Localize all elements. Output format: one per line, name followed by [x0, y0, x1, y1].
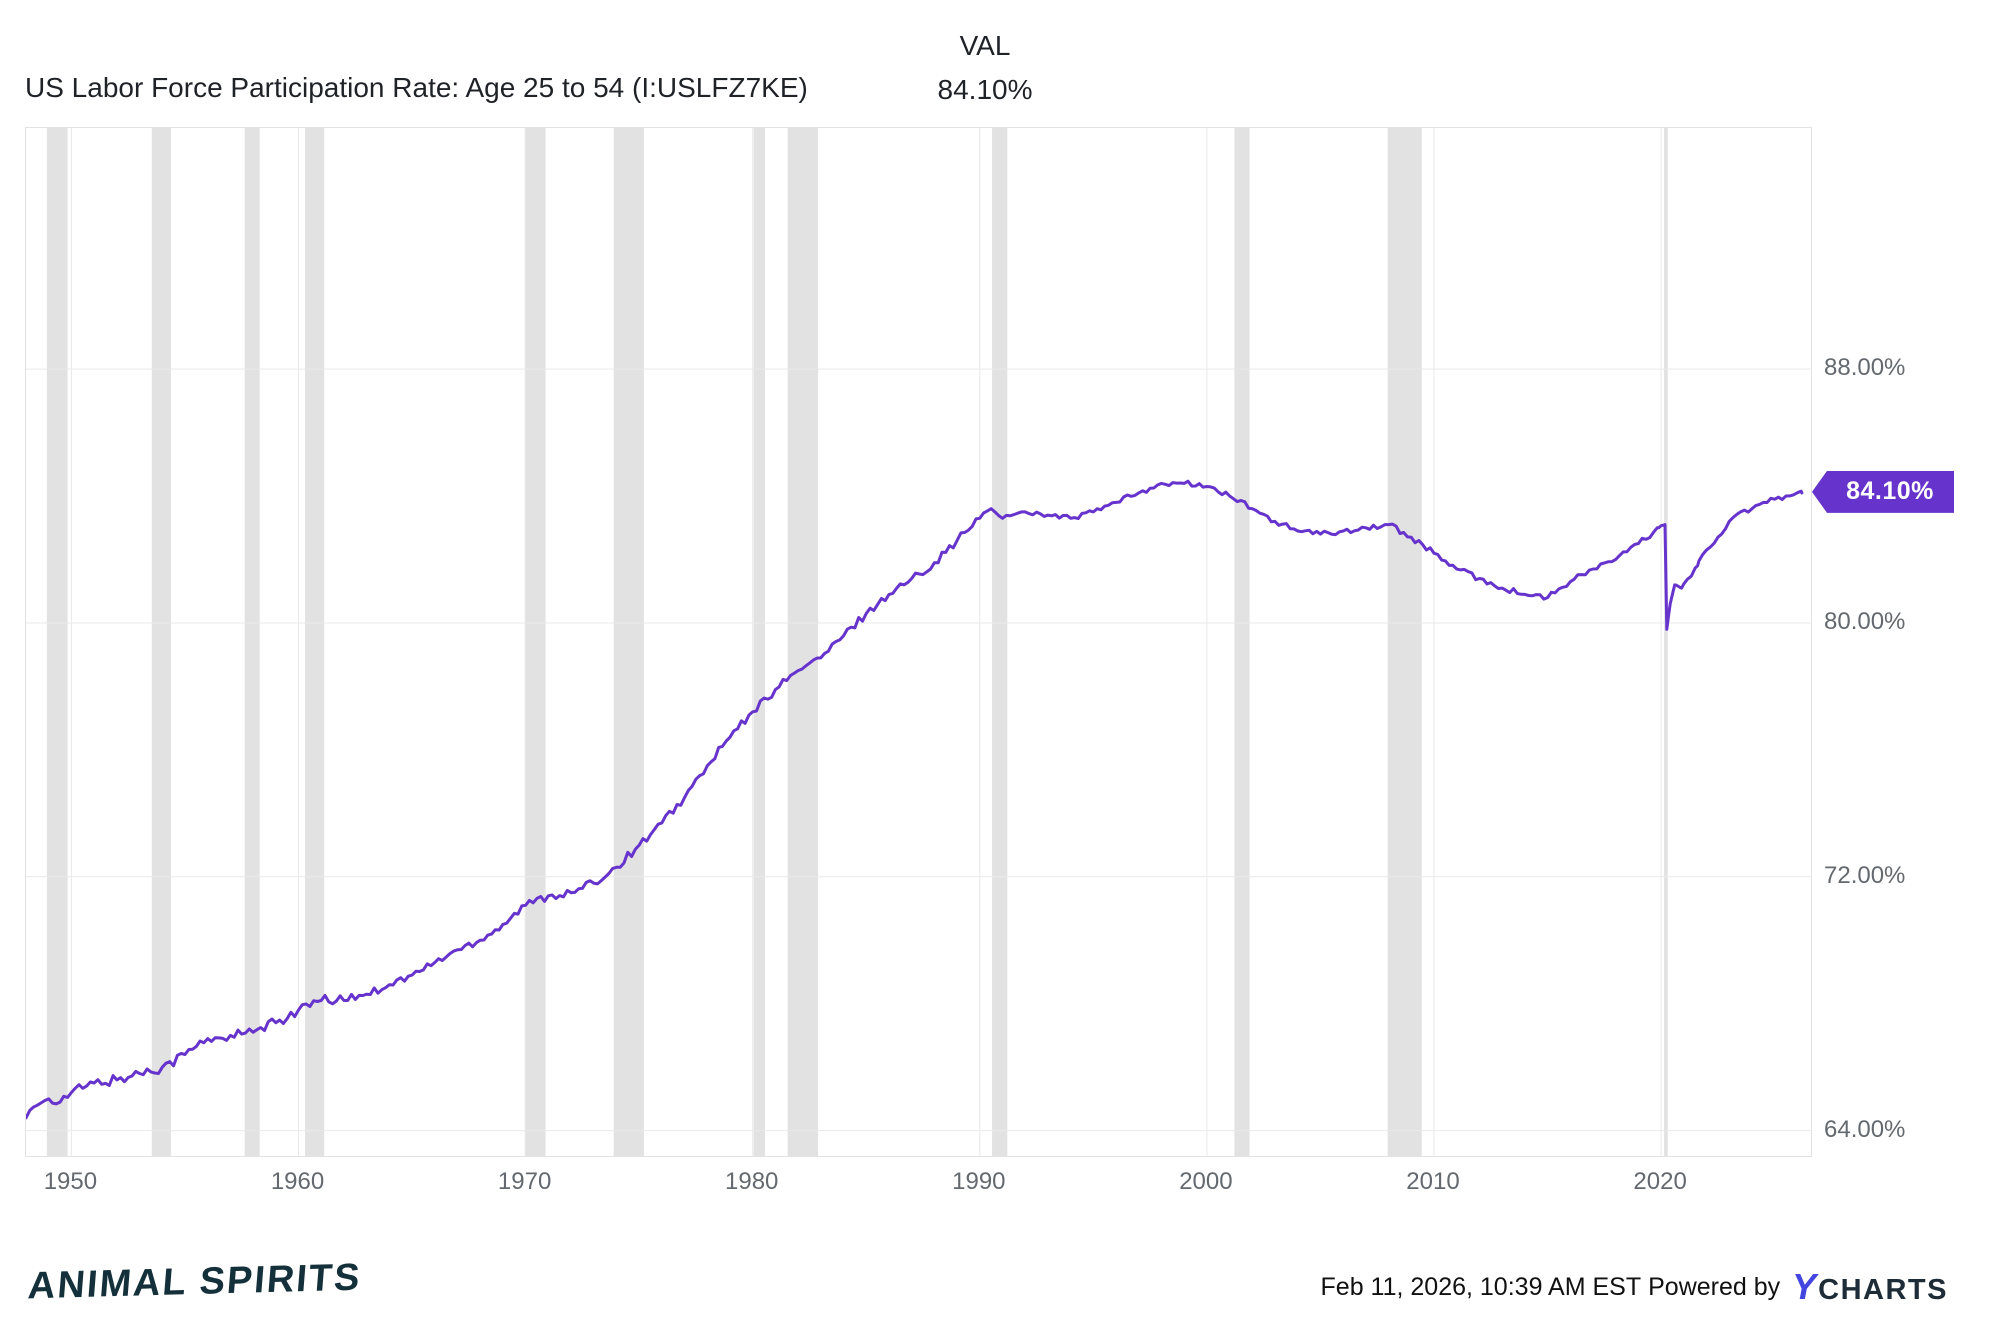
plot-svg[interactable]: [26, 128, 1811, 1156]
recession-band: [1664, 128, 1668, 1156]
val-column-label: VAL: [959, 30, 1011, 61]
x-axis-tick-label: 2010: [1406, 1168, 1460, 1195]
recession-band: [753, 128, 765, 1156]
footer-timestamp: Feb 11, 2026, 10:39 AM EST: [1320, 1272, 1642, 1301]
value-header: VAL 84.10%: [880, 30, 1090, 106]
x-axis-tick-label: 2020: [1633, 1168, 1687, 1195]
y-axis-tick-label: 88.00%: [1824, 354, 1906, 382]
recession-band: [787, 128, 819, 1156]
recession-band: [46, 128, 68, 1156]
x-axis-tick-label: 1960: [270, 1168, 325, 1195]
series-line: [26, 479, 1804, 1120]
y-axis-tick-label: 72.00%: [1824, 861, 1906, 889]
x-axis-tick-label: 2000: [1179, 1168, 1233, 1195]
y-axis-tick-label: 80.00%: [1824, 607, 1906, 635]
y-axis-tick-label: 64.00%: [1824, 1115, 1906, 1143]
recession-band: [524, 128, 546, 1156]
recession-band: [151, 128, 171, 1156]
ycharts-logo: Y CHARTS: [1792, 1266, 1948, 1308]
ycharts-wordmark: CHARTS: [1818, 1274, 1948, 1306]
recession-band: [992, 128, 1008, 1156]
recession-band: [305, 128, 325, 1156]
animal-spirits-logo: ANIMAL SPIRITS: [26, 1256, 364, 1308]
recession-band: [613, 128, 644, 1156]
footer: Feb 11, 2026, 10:39 AM EST Powered by Y …: [1321, 1266, 1948, 1308]
x-axis-tick-label: 1970: [497, 1168, 552, 1195]
x-axis-tick-label: 1980: [725, 1168, 779, 1195]
powered-by-label: Powered by: [1648, 1272, 1781, 1301]
plot-area[interactable]: [25, 127, 1812, 1157]
x-axis-tick-label: 1950: [43, 1168, 98, 1195]
ycharts-y-icon: Y: [1792, 1266, 1817, 1307]
recession-band: [244, 128, 260, 1156]
chart-title: US Labor Force Participation Rate: Age 2…: [25, 72, 808, 103]
last-value-badge: 84.10%: [1812, 470, 1954, 513]
val-current-value: 84.10%: [937, 74, 1033, 105]
x-axis-tick-label: 1990: [952, 1168, 1006, 1195]
recession-band: [1234, 128, 1250, 1156]
recession-band: [1387, 128, 1422, 1156]
